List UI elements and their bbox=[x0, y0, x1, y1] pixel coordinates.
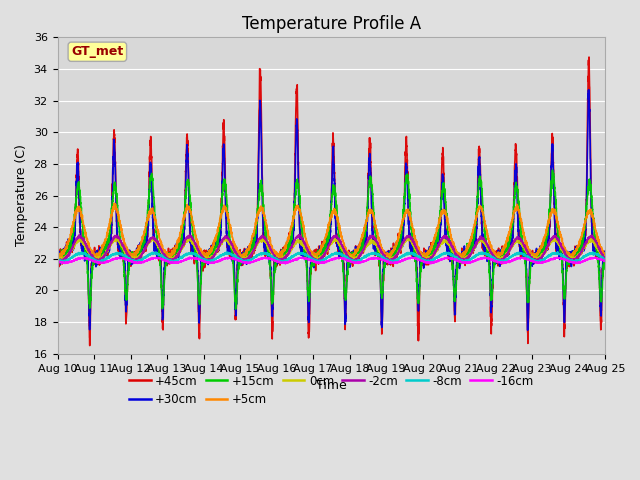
Y-axis label: Temperature (C): Temperature (C) bbox=[15, 144, 28, 247]
Legend: +45cm, +30cm, +15cm, +5cm, 0cm, -2cm, -8cm, -16cm: +45cm, +30cm, +15cm, +5cm, 0cm, -2cm, -8… bbox=[125, 370, 538, 411]
Title: Temperature Profile A: Temperature Profile A bbox=[242, 15, 421, 33]
X-axis label: Time: Time bbox=[316, 379, 347, 392]
Text: GT_met: GT_met bbox=[71, 45, 124, 58]
